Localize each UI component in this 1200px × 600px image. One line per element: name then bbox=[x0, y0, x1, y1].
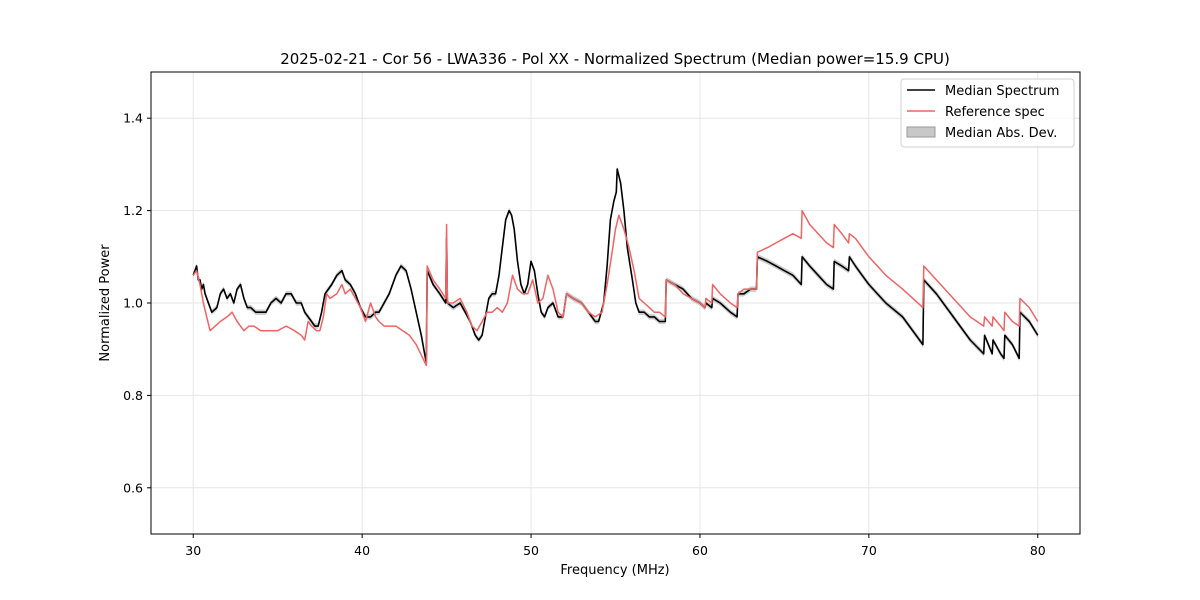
legend-box bbox=[900, 78, 1075, 148]
median-spectrum-line bbox=[192, 168, 1039, 364]
legend-mad-label: Median Abs. Dev. bbox=[945, 126, 1057, 141]
y-axis-label: Normalized Power bbox=[98, 244, 113, 362]
x-tick-label: 30 bbox=[185, 543, 201, 558]
x-tick-label: 80 bbox=[1030, 543, 1046, 558]
y-tick-label: 1.2 bbox=[123, 203, 143, 218]
reference-spectrum-line bbox=[192, 209, 1039, 367]
y-tick-label: 0.6 bbox=[123, 480, 143, 495]
x-axis-ticks: 30 40 50 60 70 80 bbox=[185, 534, 1046, 558]
x-tick-label: 50 bbox=[523, 543, 539, 558]
y-tick-label: 1.0 bbox=[123, 296, 143, 311]
legend: Median Spectrum Reference spec Median Ab… bbox=[900, 78, 1075, 148]
x-tick-label: 60 bbox=[692, 543, 708, 558]
y-axis-ticks: 0.6 0.8 1.0 1.2 1.4 bbox=[123, 111, 151, 495]
x-tick-label: 70 bbox=[861, 543, 877, 558]
legend-median-label: Median Spectrum bbox=[945, 84, 1059, 99]
y-tick-label: 0.8 bbox=[123, 388, 143, 403]
x-tick-label: 40 bbox=[354, 543, 370, 558]
legend-reference-label: Reference spec bbox=[945, 105, 1045, 120]
chart-title: 2025-02-21 - Cor 56 - LWA336 - Pol XX - … bbox=[280, 50, 950, 68]
legend-mad-band-swatch bbox=[906, 126, 936, 138]
plot-series bbox=[192, 166, 1039, 367]
x-axis-label: Frequency (MHz) bbox=[560, 563, 669, 578]
y-tick-label: 1.4 bbox=[123, 111, 143, 126]
